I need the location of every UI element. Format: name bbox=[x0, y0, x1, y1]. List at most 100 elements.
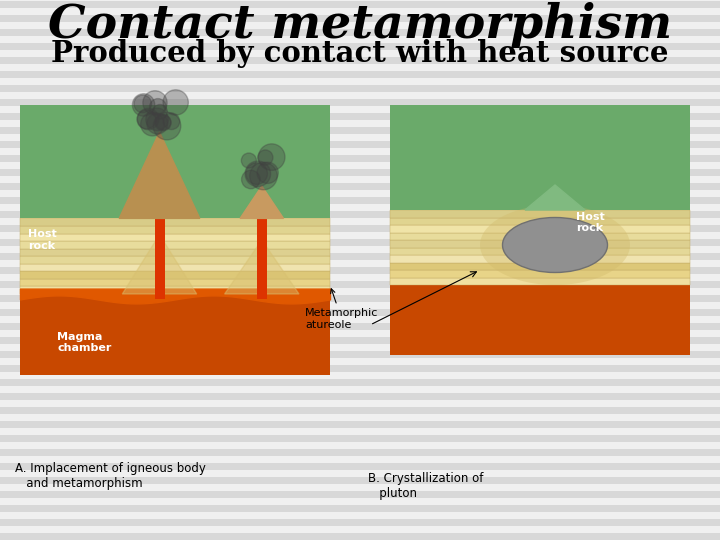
Circle shape bbox=[153, 104, 167, 119]
Circle shape bbox=[258, 150, 273, 165]
Bar bbox=[0, 162, 720, 169]
Bar bbox=[20, 105, 330, 218]
Circle shape bbox=[245, 161, 271, 187]
Bar bbox=[0, 225, 720, 232]
Bar bbox=[0, 106, 720, 113]
Bar bbox=[0, 211, 720, 218]
Bar bbox=[0, 8, 720, 15]
Bar bbox=[0, 253, 720, 260]
Bar bbox=[0, 99, 720, 106]
Circle shape bbox=[155, 114, 171, 131]
Bar bbox=[0, 442, 720, 449]
Bar bbox=[0, 239, 720, 246]
Bar bbox=[0, 1, 720, 8]
Bar bbox=[0, 456, 720, 463]
Bar bbox=[0, 64, 720, 71]
Bar bbox=[390, 278, 690, 285]
Circle shape bbox=[257, 162, 279, 184]
Bar bbox=[0, 134, 720, 141]
Bar bbox=[0, 505, 720, 512]
Bar bbox=[390, 270, 690, 278]
Bar bbox=[0, 512, 720, 519]
Bar bbox=[390, 225, 690, 233]
Bar bbox=[0, 407, 720, 414]
Text: A. Implacement of igneous body
   and metamorphism: A. Implacement of igneous body and metam… bbox=[15, 462, 206, 490]
Bar bbox=[390, 255, 690, 262]
Bar bbox=[0, 295, 720, 302]
Polygon shape bbox=[240, 186, 284, 218]
Bar bbox=[0, 78, 720, 85]
Bar bbox=[390, 262, 690, 270]
Bar bbox=[0, 85, 720, 92]
Bar bbox=[0, 372, 720, 379]
Bar bbox=[0, 351, 720, 358]
Circle shape bbox=[163, 113, 180, 130]
Text: Host
rock: Host rock bbox=[576, 212, 605, 233]
Bar bbox=[0, 281, 720, 288]
Text: Contact metamorphism: Contact metamorphism bbox=[48, 2, 672, 48]
Bar bbox=[20, 226, 330, 233]
Bar bbox=[0, 323, 720, 330]
Bar bbox=[0, 148, 720, 155]
Bar bbox=[20, 233, 330, 241]
Bar bbox=[0, 337, 720, 344]
Bar bbox=[0, 204, 720, 211]
Bar bbox=[0, 365, 720, 372]
Circle shape bbox=[242, 170, 260, 189]
Polygon shape bbox=[225, 240, 299, 294]
Circle shape bbox=[250, 162, 277, 190]
Bar bbox=[0, 120, 720, 127]
Bar bbox=[0, 267, 720, 274]
Bar bbox=[0, 274, 720, 281]
Circle shape bbox=[145, 108, 168, 131]
Circle shape bbox=[143, 91, 167, 115]
Bar bbox=[390, 218, 690, 225]
Bar bbox=[390, 247, 690, 255]
Bar bbox=[0, 232, 720, 239]
Bar bbox=[0, 0, 720, 1]
Bar bbox=[0, 316, 720, 323]
Bar bbox=[0, 197, 720, 204]
Circle shape bbox=[134, 95, 151, 113]
Bar bbox=[0, 358, 720, 365]
Bar bbox=[390, 233, 690, 240]
Polygon shape bbox=[122, 234, 197, 294]
Bar bbox=[0, 155, 720, 162]
Bar bbox=[20, 248, 330, 256]
Circle shape bbox=[147, 113, 168, 134]
Circle shape bbox=[163, 90, 189, 115]
Bar bbox=[0, 190, 720, 197]
Bar bbox=[0, 330, 720, 337]
Circle shape bbox=[137, 110, 156, 129]
Bar bbox=[20, 256, 330, 264]
Bar bbox=[20, 279, 330, 286]
Bar bbox=[0, 477, 720, 484]
Bar bbox=[390, 105, 690, 210]
Bar bbox=[0, 36, 720, 43]
Bar bbox=[20, 286, 330, 294]
Bar bbox=[0, 393, 720, 400]
Bar bbox=[390, 240, 690, 247]
Text: Host
rock: Host rock bbox=[28, 229, 57, 251]
Polygon shape bbox=[120, 132, 200, 218]
Bar bbox=[0, 15, 720, 22]
Bar bbox=[0, 246, 720, 253]
Circle shape bbox=[132, 94, 155, 116]
Circle shape bbox=[138, 109, 159, 130]
Circle shape bbox=[140, 112, 164, 136]
Bar bbox=[0, 141, 720, 148]
Bar bbox=[0, 484, 720, 491]
Bar bbox=[0, 218, 720, 225]
Bar bbox=[0, 449, 720, 456]
Bar bbox=[0, 400, 720, 407]
Bar bbox=[0, 260, 720, 267]
Bar bbox=[155, 213, 164, 299]
Bar bbox=[20, 241, 330, 248]
Bar bbox=[0, 29, 720, 36]
Bar bbox=[0, 302, 720, 309]
Bar bbox=[390, 210, 690, 218]
Bar bbox=[0, 421, 720, 428]
Bar bbox=[0, 71, 720, 78]
Bar bbox=[0, 428, 720, 435]
Bar bbox=[0, 43, 720, 50]
